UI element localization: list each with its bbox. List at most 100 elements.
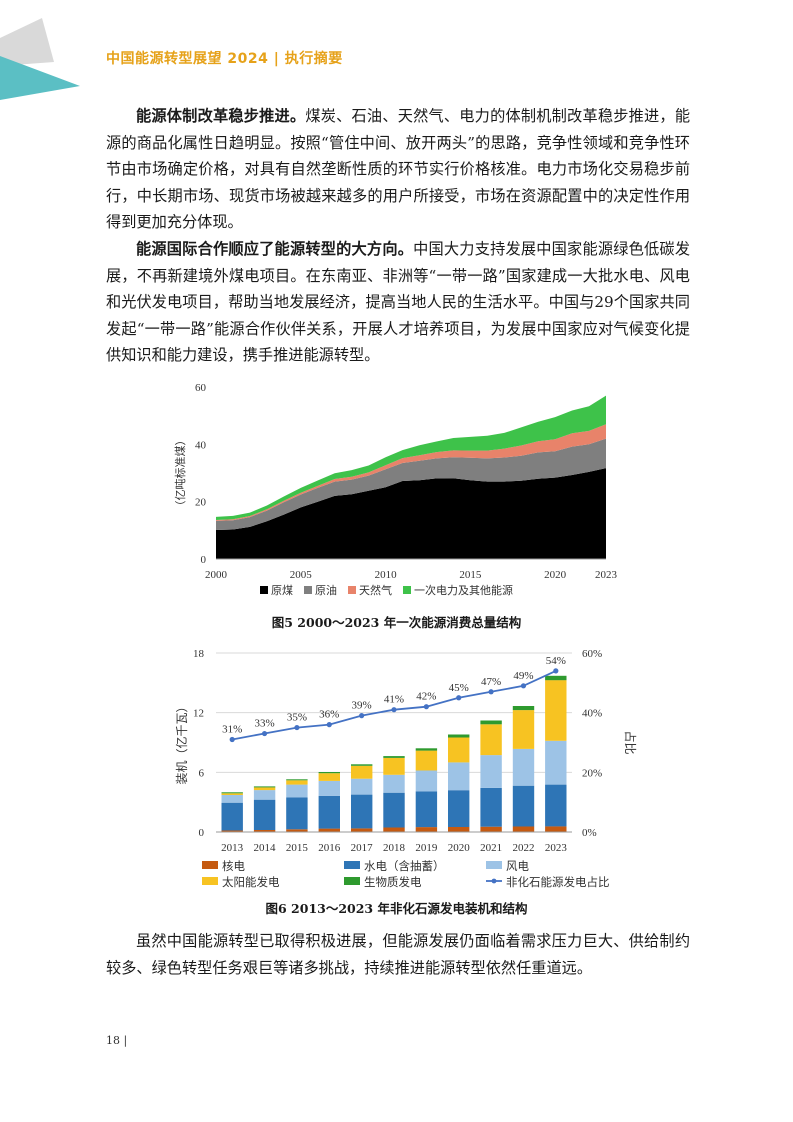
- share-data-label: 54%: [546, 655, 566, 667]
- non-fossil-capacity-bar-chart: 0 6 12 18 0% 20% 40% 60% 2013 2014 2015 2016 2017 201…: [174, 648, 638, 889]
- legend-swatch: [202, 877, 218, 885]
- share-data-label: 33%: [254, 718, 274, 730]
- bar-segment: [415, 750, 438, 771]
- legend-label: 水电（含抽蓄）: [364, 859, 445, 873]
- bar-segment: [512, 710, 535, 749]
- bar-segment: [253, 786, 276, 788]
- bar-segment: [351, 828, 373, 832]
- legend-label: 风电: [506, 860, 529, 873]
- bar-segment: [318, 780, 340, 796]
- bar-segment: [351, 765, 373, 779]
- bar-segment: [351, 794, 373, 829]
- y-left-tick-label: 12: [193, 708, 204, 720]
- bar-segment: [318, 772, 340, 774]
- bar-segment: [253, 790, 276, 800]
- share-data-label: 45%: [449, 682, 469, 694]
- bar-segment: [286, 779, 308, 781]
- bar-segment: [512, 706, 535, 711]
- bar-segment: [448, 734, 470, 738]
- bar-segment: [253, 830, 276, 832]
- bar-segment: [318, 773, 340, 781]
- bar-segment: [545, 740, 567, 785]
- share-data-label: 31%: [222, 724, 242, 736]
- bar-segment: [415, 770, 438, 792]
- paragraph-reform: 能源体制改革稳步推进。煤炭、石油、天然气、电力的体制机制改革稳步推进，能源的商品…: [106, 103, 690, 236]
- bar-segment: [480, 755, 502, 788]
- bar-segment: [221, 830, 243, 832]
- bar-segment: [512, 748, 535, 786]
- bar-segment: [253, 787, 276, 791]
- bar-segment: [545, 680, 567, 741]
- bar-segment: [351, 764, 373, 766]
- x-tick-label: 2019: [415, 842, 438, 854]
- paragraph-text: 煤炭、石油、天然气、电力的体制机制改革稳步推进，能源的商品化属性日趋明显。按照“…: [106, 107, 691, 231]
- bar-segment: [318, 795, 340, 829]
- share-point: [391, 707, 397, 713]
- bar-segment: [221, 802, 243, 831]
- bar-segment: [286, 780, 308, 785]
- paragraph-challenges: 虽然中国能源转型已取得积极进展，但能源发展仍面临着需求压力巨大、供给制约较多、绿…: [106, 928, 690, 981]
- legend-label: 天然气: [359, 583, 392, 597]
- share-data-label: 39%: [352, 700, 372, 712]
- bar-segment: [383, 757, 405, 775]
- bar-segment: [383, 792, 405, 828]
- legend-swatch: [260, 586, 268, 594]
- share-data-label: 41%: [384, 694, 404, 706]
- x-tick-label: 2020: [544, 569, 567, 581]
- bar-segment: [383, 756, 405, 758]
- bar-segment: [221, 792, 243, 794]
- y-right-tick-label: 0%: [582, 827, 597, 839]
- y-right-tick-label: 40%: [582, 708, 602, 720]
- x-tick-label: 2015: [459, 569, 482, 581]
- y-left-tick-label: 18: [193, 648, 205, 660]
- bar-segment: [318, 828, 340, 832]
- x-tick-label: 2023: [545, 842, 568, 854]
- y-right-axis-label: 占比: [623, 730, 638, 754]
- y-left-axis-label: 装机（亿千瓦）: [174, 700, 189, 784]
- x-tick-label: 2022: [512, 842, 534, 854]
- legend-label: 太阳能发电: [222, 875, 280, 889]
- x-tick-label: 2023: [595, 569, 618, 581]
- share-point: [553, 668, 559, 674]
- bar-segment: [512, 826, 535, 832]
- x-tick-label: 2005: [290, 569, 313, 581]
- x-tick-label: 2013: [221, 842, 244, 854]
- area-series: [216, 424, 606, 521]
- y-right-tick-label: 60%: [582, 648, 602, 660]
- x-tick-label: 2017: [351, 842, 374, 854]
- bar-segment: [480, 826, 502, 832]
- legend-label: 非化石能源发电占比: [506, 875, 610, 889]
- figure6-caption: 图6 2013～2023 年非化石源发电装机和结构: [265, 901, 528, 916]
- legend-swatch: [403, 586, 411, 594]
- legend-label: 一次电力及其他能源: [414, 583, 513, 597]
- legend-swatch: [202, 861, 218, 869]
- bar-segment: [448, 790, 470, 827]
- paragraph-text: 虽然中国能源转型已取得积极进展，但能源发展仍面临着需求压力巨大、供给制约较多、绿…: [106, 932, 690, 977]
- x-tick-label: 2018: [383, 842, 406, 854]
- share-point: [359, 713, 365, 719]
- x-tick-label: 2010: [375, 569, 398, 581]
- teal-triangle-decoration: [0, 56, 80, 100]
- share-data-label: 42%: [416, 691, 436, 703]
- legend-swatch: [304, 586, 312, 594]
- paragraph-lead: 能源体制改革稳步推进。: [136, 107, 306, 125]
- legend-swatch: [344, 861, 360, 869]
- legend-swatch: [486, 861, 502, 869]
- paragraph-cooperation: 能源国际合作顺应了能源转型的大方向。中国大力支持发展中国家能源绿色低碳发展，不再…: [106, 236, 690, 369]
- share-point: [520, 683, 527, 689]
- paragraph-lead: 能源国际合作顺应了能源转型的大方向。: [136, 240, 414, 258]
- share-data-label: 35%: [287, 712, 307, 724]
- bar-segment: [383, 774, 405, 793]
- x-tick-label: 2014: [254, 842, 277, 854]
- x-tick-label: 2000: [205, 569, 228, 581]
- y-tick-label: 20: [195, 497, 207, 509]
- area-series: [216, 468, 606, 559]
- bar-segment: [286, 797, 308, 830]
- page-number: 18 |: [106, 1034, 128, 1047]
- energy-consumption-area-chart: 0 20 40 60 2000 2005 2010 2015 2020 2023 （亿吨标准煤） 原煤…: [173, 382, 618, 597]
- bar-segment: [286, 784, 308, 798]
- legend-label: 生物质发电: [364, 875, 422, 889]
- y-left-tick-label: 0: [199, 827, 205, 839]
- bar-segment: [545, 675, 567, 681]
- bar-segment: [221, 795, 243, 803]
